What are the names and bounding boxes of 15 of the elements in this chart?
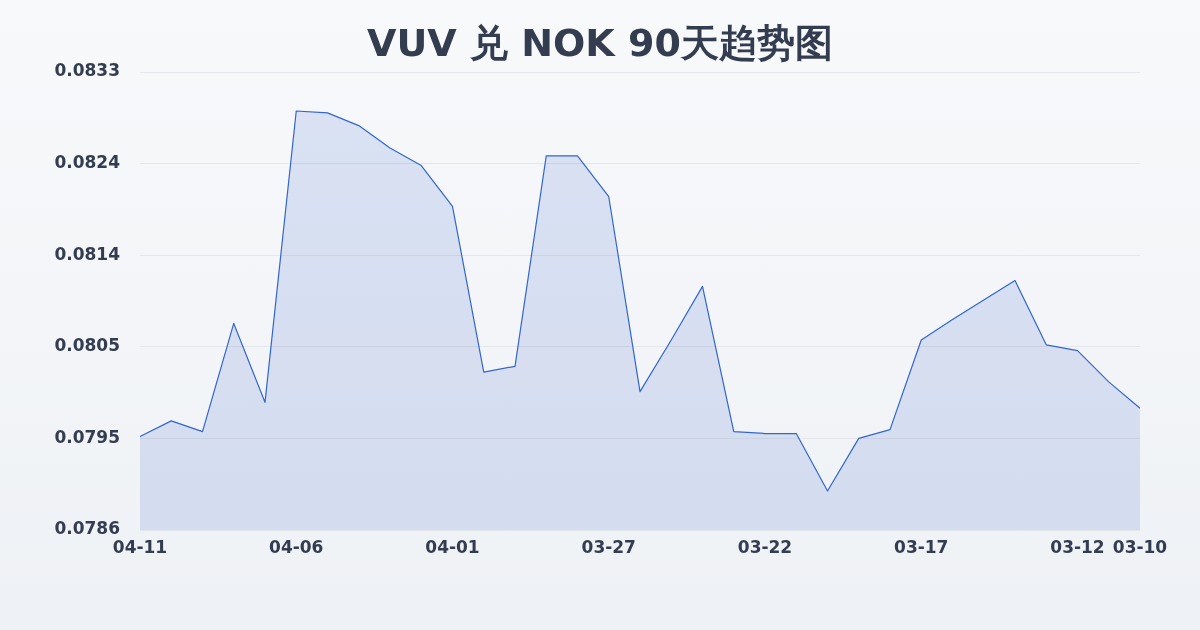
y-tick-label: 0.0833 [54,60,120,81]
y-tick-label: 0.0786 [54,518,120,539]
y-tick-label: 0.0824 [54,152,121,173]
y-tick-label: 0.0814 [54,243,121,264]
y-tick-label: 0.0795 [54,426,120,447]
x-tick-label: 03-17 [894,536,949,557]
chart-title: VUV 兑 NOK 90天趋势图 [367,21,833,65]
x-tick-label: 04-06 [269,536,324,557]
x-tick-label: 03-12 [1050,536,1105,557]
y-tick-label: 0.0805 [54,335,120,356]
x-tick-label: 04-01 [425,536,480,557]
x-tick-label: 03-10 [1112,536,1168,557]
x-tick-label: 04-11 [112,536,168,557]
x-tick-label: 03-27 [581,536,636,557]
x-tick-label: 03-22 [737,536,793,557]
